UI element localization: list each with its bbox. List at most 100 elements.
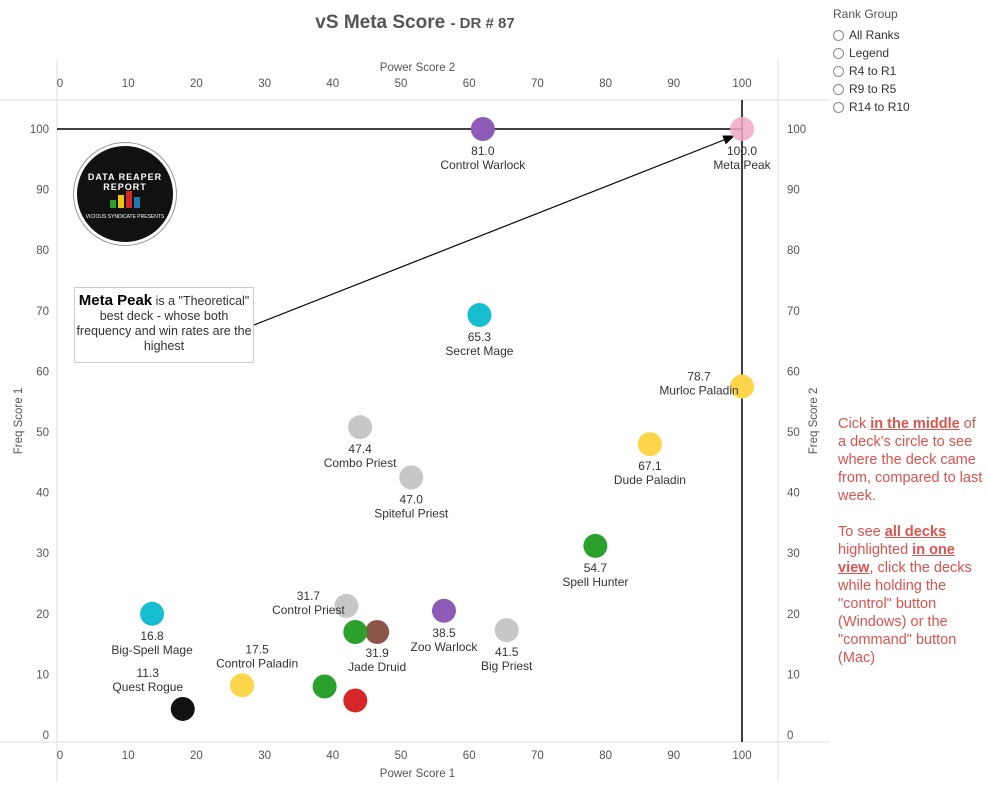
deck-name-label: Big-Spell Mage: [111, 643, 193, 657]
x-tick-label-bottom: 70: [531, 750, 544, 762]
y-tick-label-left: 0: [43, 730, 49, 742]
x-axis-title-top: Power Score 2: [380, 62, 455, 74]
deck-point: [140, 601, 165, 626]
help-emphasis: all decks: [884, 524, 947, 540]
logo-subtext: VICIOUS SYNDICATE PRESENTS: [85, 214, 165, 220]
y-tick-label-left: 10: [36, 669, 49, 681]
y-tick-label-right: 0: [787, 730, 793, 742]
chart-title-sub: - DR # 87: [450, 15, 515, 32]
radio-icon[interactable]: [833, 101, 844, 113]
chart-title-main: vS Meta Score: [315, 12, 446, 33]
deck-name-label: Quest Rogue: [112, 680, 183, 694]
deck-score-label: 47.4: [348, 442, 372, 456]
filter-option-r14-r10[interactable]: R14 to R10: [833, 98, 910, 116]
y-tick-label-right: 60: [787, 366, 800, 378]
radio-icon[interactable]: [833, 47, 844, 59]
deck-name-label: Dude Paladin: [614, 473, 686, 487]
chart-title: vS Meta Score - DR # 87: [0, 12, 830, 34]
filter-option-r9-r5[interactable]: R9 to R5: [833, 80, 910, 98]
help-text-span: of a deck's circle to see where the deck…: [838, 416, 983, 504]
x-tick-label-top: 30: [258, 78, 271, 90]
deck-point: [343, 688, 368, 713]
logo-text: DATA REAPER REPORT: [87, 172, 163, 192]
deck-point: [365, 619, 390, 644]
deck-score-label: 31.7: [297, 589, 321, 603]
deck-point: [170, 696, 195, 721]
deck-name-label: Control Paladin: [216, 656, 298, 670]
filter-option-all-ranks[interactable]: All Ranks: [833, 26, 910, 44]
data-reaper-logo: DATA REAPER REPORT VICIOUS SYNDICATE PRE…: [74, 143, 176, 245]
filter-option-legend[interactable]: Legend: [833, 44, 910, 62]
y-tick-label-left: 90: [36, 185, 49, 197]
deck-score-label: 65.3: [468, 330, 492, 344]
deck-point: [312, 674, 337, 699]
y-tick-label-left: 20: [36, 609, 49, 621]
y-tick-label-left: 80: [36, 245, 49, 257]
x-tick-label-top: 50: [395, 78, 408, 90]
deck-point: [730, 374, 754, 399]
deck-name-label: Secret Mage: [445, 344, 513, 358]
radio-icon[interactable]: [833, 65, 844, 77]
radio-icon[interactable]: [833, 83, 844, 95]
scatter-chart: 0010102020303040405050606070708080909010…: [0, 60, 830, 782]
y-tick-label-right: 30: [787, 548, 800, 560]
x-tick-label-top: 60: [463, 78, 476, 90]
radio-icon[interactable]: [833, 29, 844, 41]
deck-score-label: 67.1: [638, 459, 662, 473]
x-tick-label-bottom: 30: [258, 750, 271, 762]
y-tick-label-right: 90: [787, 185, 800, 197]
deck-point: [494, 618, 519, 643]
deck-name-label: Spell Hunter: [562, 575, 628, 589]
callout-text: is a "Theoretical" best deck - whose bot…: [76, 294, 252, 353]
x-tick-label-top: 10: [122, 78, 135, 90]
y-tick-label-right: 100: [787, 124, 806, 136]
y-tick-label-right: 20: [787, 609, 800, 621]
filter-option-label: R9 to R5: [849, 82, 897, 96]
deck-point: [348, 415, 373, 440]
help-text-span: highlighted: [838, 542, 913, 558]
y-tick-label-right: 70: [787, 306, 800, 318]
deck-name-label: Murloc Paladin: [659, 384, 738, 398]
x-tick-label-top: 20: [190, 78, 203, 90]
x-tick-label-top: 40: [326, 78, 339, 90]
meta-peak-callout: Meta Peak is a "Theoretical" best deck -…: [74, 287, 254, 363]
filter-option-r4-r1[interactable]: R4 to R1: [833, 62, 910, 80]
logo-bars-icon: [110, 188, 140, 208]
deck-point: [470, 117, 495, 141]
y-tick-label-left: 70: [36, 306, 49, 318]
filter-option-label: R4 to R1: [849, 64, 897, 78]
deck-score-label: 41.5: [495, 645, 519, 659]
x-tick-label-bottom: 80: [599, 750, 612, 762]
deck-score-label: 78.7: [687, 370, 711, 384]
deck-name-label: Combo Priest: [324, 456, 397, 470]
deck-point: [583, 533, 608, 558]
filter-option-label: Legend: [849, 46, 890, 60]
x-tick-label-top: 0: [57, 78, 63, 90]
deck-score-label: 38.5: [432, 626, 456, 640]
deck-point: [637, 432, 662, 457]
y-tick-label-right: 40: [787, 488, 800, 500]
deck-score-label: 100.0: [727, 144, 757, 158]
deck-score-label: 47.0: [400, 492, 424, 506]
x-tick-label-top: 80: [599, 78, 612, 90]
help-paragraph-2: To see all decks highlighted in one view…: [838, 523, 983, 667]
deck-name-label: Spiteful Priest: [374, 506, 449, 520]
x-axis-title-bottom: Power Score 1: [380, 768, 455, 780]
callout-bold: Meta Peak: [78, 292, 153, 309]
deck-score-label: 54.7: [584, 561, 608, 575]
deck-name-label: Meta Peak: [713, 158, 771, 172]
y-tick-label-left: 100: [30, 124, 49, 136]
deck-point: [431, 598, 456, 623]
x-tick-label-bottom: 90: [667, 750, 680, 762]
x-tick-label-top: 70: [531, 78, 544, 90]
deck-point: [399, 465, 424, 490]
deck-point: [230, 673, 255, 698]
meta-peak-arrow: [253, 135, 736, 326]
deck-score-label: 81.0: [471, 144, 495, 158]
deck-point: [343, 619, 368, 644]
deck-point: [467, 303, 492, 328]
help-emphasis: in the middle: [870, 416, 960, 432]
x-tick-label-bottom: 100: [732, 750, 751, 762]
x-tick-label-bottom: 10: [122, 750, 135, 762]
help-emphasis: in one view: [838, 542, 955, 576]
